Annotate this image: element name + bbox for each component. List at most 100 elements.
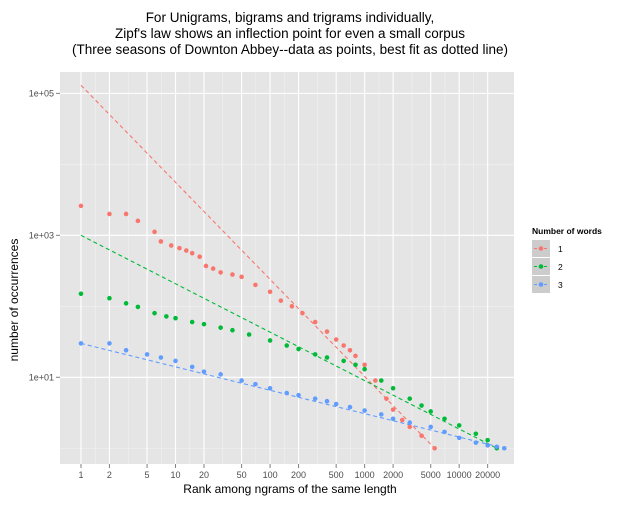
data-point-series-3 [123,347,129,353]
x-tick-label: 5000 [421,470,441,480]
data-point-series-1 [210,266,216,271]
chart-title: For Unigrams, bigrams and trigrams indiv… [0,10,580,58]
data-point-series-2 [173,315,178,321]
fit-lines [80,84,505,449]
data-point-series-3 [485,443,490,448]
data-point-series-2 [407,396,413,401]
data-point-series-2 [284,343,290,348]
fit-line-series-1 [80,84,436,449]
data-point-series-3 [347,404,353,410]
data-point-series-1 [123,211,129,217]
data-point-series-3 [442,429,447,435]
data-point-series-1 [399,417,405,423]
x-axis: 1 2 5 10 20 50 100 200 500 1000 2000 5000 10000 20000 [78,464,500,480]
data-point-series-1 [278,298,284,303]
data-point-series-2 [230,327,235,333]
x-tick-label: 500 [329,470,344,480]
data-point-series-3 [201,369,207,374]
legend-item-3: 3 [532,276,602,294]
plot-panel [60,72,514,464]
data-point-series-3 [78,341,84,346]
legend-label-3: 3 [558,280,563,290]
legend-item-2: 2 [532,258,602,276]
data-point-series-1 [177,245,182,251]
data-point-series-2 [353,362,358,368]
data-point-series-2 [485,437,490,443]
data-point-series-2 [164,314,169,319]
data-point-series-3 [333,401,339,407]
data-point-series-3 [312,396,318,401]
data-point-series-2 [218,325,223,330]
data-point-series-3 [428,424,434,430]
data-point-series-1 [218,270,223,275]
y-axis: 1e+01 1e+03 1e+05 [29,88,60,382]
data-point-series-1 [312,319,318,325]
data-point-series-3 [494,444,500,450]
data-point-series-1 [390,407,396,412]
legend-point-3 [538,282,544,287]
data-point-series-1 [407,424,413,430]
data-point-series-2 [135,304,141,310]
y-tick-label: 1e+03 [29,230,54,240]
data-point-series-1 [239,274,244,280]
data-point-series-3 [501,445,507,451]
data-point-series-1 [384,396,389,401]
data-point-series-2 [152,310,157,316]
data-point-series-2 [378,378,384,383]
data-point-series-1 [107,211,112,217]
data-point-series-3 [407,420,413,425]
data-point-series-1 [158,239,164,244]
data-point-series-1 [373,378,378,383]
data-points [78,203,507,451]
data-point-series-2 [123,301,129,306]
data-point-series-3 [189,364,195,370]
x-tick-label: 2000 [383,470,403,480]
data-point-series-1 [203,263,209,269]
legend-point-1 [538,246,544,251]
data-point-series-2 [246,332,252,337]
data-point-series-1 [353,353,358,359]
data-point-series-2 [296,346,301,352]
data-point-series-3 [362,408,367,413]
data-point-series-3 [390,416,396,422]
data-point-series-2 [324,355,330,360]
chart-title-line-1: For Unigrams, bigrams and trigrams indiv… [145,10,435,25]
data-point-series-2 [201,321,207,327]
data-point-series-1 [419,433,424,439]
data-point-series-2 [473,431,479,437]
x-tick-label: 10000 [447,470,472,480]
major-gridlines [60,72,514,464]
data-point-series-1 [341,343,346,348]
data-point-series-3 [218,372,223,377]
data-point-series-1 [333,337,339,342]
data-point-series-1 [289,303,295,309]
data-point-series-2 [419,403,424,408]
data-point-series-1 [230,272,235,277]
legend-label-1: 1 [558,244,563,254]
data-point-series-2 [442,416,447,422]
data-point-series-1 [189,250,195,256]
data-point-series-3 [144,352,150,357]
data-point-series-2 [362,366,367,372]
y-tick-label: 1e+01 [29,372,54,382]
x-tick-label: 10 [171,470,181,480]
x-tick-label: 1000 [355,470,375,480]
legend: Number of words 1 2 3 [532,226,602,294]
data-point-series-3 [473,440,479,445]
data-point-series-3 [456,435,462,441]
legend-key-2 [532,258,550,276]
chart-title-line-3: (Three seasons of Downton Abbey--data as… [72,42,508,57]
x-tick-label: 2 [107,470,112,480]
data-point-series-1 [253,282,258,288]
data-point-series-2 [78,291,84,297]
data-point-series-1 [432,445,437,451]
data-point-series-1 [135,218,141,224]
data-point-series-3 [173,358,178,364]
data-point-series-1 [184,248,189,253]
legend-label-2: 2 [558,262,563,272]
data-point-series-2 [267,338,273,343]
data-point-series-1 [152,229,157,235]
data-point-series-3 [378,412,384,417]
x-tick-label: 5 [145,470,150,480]
